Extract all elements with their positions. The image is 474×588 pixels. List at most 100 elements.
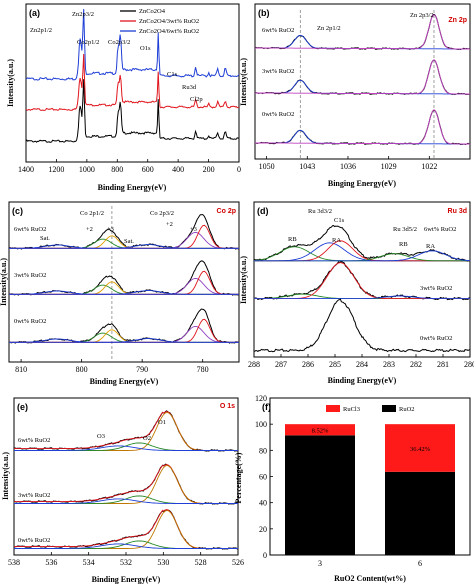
peak-label-c-sat2: Sat. — [124, 238, 134, 245]
panel-b-element: Zn 2p — [448, 17, 467, 24]
panel-f-bars: 91.48% 8.52% 3 63.58% 36.42% 6 — [285, 424, 455, 568]
panel-f-y-tick-label: 40 — [259, 499, 267, 508]
row-label-c-6wt: 6wt% RuO2 — [14, 226, 46, 233]
panel-b-xticks: 1050 1043 1036 1029 1022 — [259, 156, 437, 171]
panel-f-y-tick-label: 0 — [263, 551, 267, 560]
survey-trace-2 — [25, 8, 240, 81]
panel-e-traces — [13, 410, 239, 550]
co2p-raw-0 — [8, 213, 240, 250]
panel-d-x-tick-label: 284 — [356, 360, 368, 369]
co2p-raw-2 — [8, 308, 240, 344]
panel-a-x-tick-label: 200 — [203, 165, 215, 174]
panel-d-x-tick-label: 281 — [437, 360, 449, 369]
row-label-d-3wt: 3wt% RuO2 — [420, 285, 452, 292]
panel-b-x-tick-label: 1022 — [421, 162, 437, 171]
panel-d: 288 287 286 285 284 283 282 281 280 (d) Ru 3d In… — [239, 201, 474, 385]
zn2p-raw-1 — [254, 59, 471, 96]
bar-value-label: 63.58% — [410, 511, 431, 518]
peak-label-b-zn2p12: Zn 2p1/2 — [317, 25, 341, 32]
peak-label-e-o3: O3 — [97, 433, 105, 440]
row-label-e-3wt: 3wt% RuO2 — [18, 492, 50, 499]
peak-label-d-ru32: Ru 3d3/2 — [308, 208, 332, 215]
panel-b-traces — [254, 14, 471, 146]
legend-label-6wt: ZnCo2O4/6wt% RuO2 — [139, 28, 199, 35]
co2p-fit-0-5 — [9, 244, 239, 249]
peak-label-d-c1s: C1s — [334, 217, 345, 224]
panel-e-x-tick-label: 534 — [83, 558, 95, 567]
row-label-b-3wt: 3wt% RuO2 — [262, 68, 294, 75]
panel-c-x-tick-label: 800 — [76, 365, 88, 374]
row-label-c-0wt: 0wt% RuO2 — [14, 318, 46, 325]
panel-f-ylabel: Percentage(%) — [234, 452, 243, 503]
panel-b-ylabel: Intensity(a.u.) — [239, 58, 248, 106]
panel-a-x-tick-label: 1200 — [48, 165, 64, 174]
panel-e-x-tick-label: 530 — [157, 558, 169, 567]
panel-c: 810 800 790 780 (c) Co 2p Intensity(a.u.) B… — [0, 201, 240, 386]
peak-label-d-rb1: RB — [288, 236, 297, 243]
peak-label-c-p3a: +3 — [107, 226, 114, 233]
ru3d-raw-2 — [253, 298, 471, 353]
panel-d-traces — [253, 224, 471, 353]
peak-label-co2p12: Co2p1/2 — [77, 39, 99, 46]
panel-f-category-label: 3 — [318, 559, 322, 568]
row-label-b-0wt: 0wt% RuO2 — [262, 111, 294, 118]
panel-e-element: O 1s — [220, 403, 235, 410]
legend-swatch-rucl3 — [326, 405, 340, 412]
panel-f-category-label: 6 — [418, 559, 422, 568]
peak-label-b-zn2p32: Zn 2p3/2 — [410, 12, 434, 19]
panel-b-x-tick-label: 1050 — [259, 162, 275, 171]
o1s-fit-0-2 — [14, 445, 238, 451]
ru3d-fit-0-2 — [254, 240, 470, 262]
ru3d-raw-1 — [253, 261, 471, 301]
peak-label-d-ru52: Ru 3d5/2 — [393, 226, 417, 233]
panel-d-x-tick-label: 285 — [329, 360, 341, 369]
panel-f-yticks: 0 20 40 60 80 100 120 — [255, 394, 273, 560]
panel-c-frame — [8, 201, 240, 363]
zn2p-fit-32-1 — [255, 59, 470, 95]
panel-a-x-tick-label: 600 — [142, 165, 154, 174]
panel-d-ylabel: Intensity(a.u.) — [239, 256, 248, 304]
o1s-fit-0-0 — [14, 412, 238, 451]
o1s-raw-0 — [13, 410, 239, 452]
panel-c-label: (c) — [12, 206, 23, 216]
panel-e-x-tick-label: 528 — [195, 558, 207, 567]
panel-d-x-tick-label: 288 — [248, 360, 260, 369]
peak-label-zn2p32: Zn2p3/2 — [72, 11, 94, 18]
panel-f-y-tick-label: 120 — [255, 394, 267, 403]
survey-trace-1 — [25, 53, 240, 112]
panel-b-xlabel: Binging Energy(eV) — [328, 179, 397, 188]
peak-label-e-o2: O2 — [143, 435, 151, 442]
o1s-envelope-0 — [14, 411, 238, 451]
panel-d-xlabel: Binding Energy(eV) — [328, 376, 397, 385]
peak-label-d-ra2: RA — [426, 243, 435, 250]
panel-a-x-tick-label: 1000 — [79, 165, 95, 174]
row-label-c-3wt: 3wt% RuO2 — [14, 272, 46, 279]
panel-f-legend: RuCl3 RuO2 — [326, 405, 415, 413]
panel-e-frame — [13, 397, 239, 556]
panel-a-x-tick-label: 0 — [237, 165, 241, 174]
row-label-e-0wt: 0wt% RuO2 — [18, 537, 50, 544]
panel-e-x-tick-label: 536 — [45, 558, 57, 567]
panel-a-x-tick-label: 1400 — [18, 165, 34, 174]
panel-f-y-tick-label: 20 — [259, 525, 267, 534]
peak-label-c1s: C1s — [167, 71, 178, 78]
panel-f-y-tick-label: 80 — [259, 446, 267, 455]
panel-d-x-tick-label: 286 — [302, 360, 314, 369]
panel-c-x-tick-label: 790 — [136, 365, 148, 374]
panel-d-xticks: 288 287 286 285 284 283 282 281 280 — [248, 354, 474, 369]
peak-label-c-p3b: +3 — [190, 226, 197, 233]
panel-f-xlabel: RuO2 Content(wt%) — [334, 574, 406, 583]
panel-f: 0 20 40 60 80 100 120 91.48% 8.52% 3 63.58% 36.42%… — [234, 394, 471, 583]
peak-label-c-p2a: +2 — [86, 226, 93, 233]
panel-e-xlabel: Binding Energy(eV) — [92, 575, 161, 584]
peak-label-c-co12: Co 2p1/2 — [80, 210, 104, 217]
peak-label-ru3d: Ru3d — [182, 84, 197, 91]
peak-label-co2p32: Co2p3/2 — [108, 39, 130, 46]
zn2p-fit-32-0 — [255, 14, 470, 50]
panel-a-xticks: 1400 1200 1000 800 600 400 200 0 — [18, 159, 241, 174]
panel-c-element: Co 2p — [217, 208, 236, 215]
legend-label-rucl3: RuCl3 — [343, 406, 360, 413]
row-label-e-6wt: 6wt% RuO2 — [18, 437, 50, 444]
bar-value-label: 36.42% — [410, 446, 431, 453]
panel-b: 1050 1043 1036 1029 1022 (b) Zn 2p Intensity… — [239, 3, 471, 188]
